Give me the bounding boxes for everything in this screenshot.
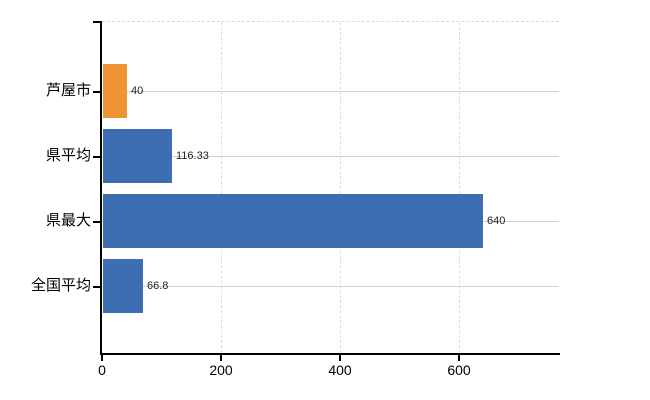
gridline-vertical xyxy=(340,22,342,353)
x-axis-tick xyxy=(339,355,341,361)
bar xyxy=(103,194,483,248)
gridline-horizontal xyxy=(102,156,559,157)
category-label: 県平均 xyxy=(45,147,91,164)
y-axis-tick xyxy=(93,286,100,288)
bar xyxy=(103,259,143,313)
x-axis xyxy=(100,353,560,355)
bar xyxy=(103,129,172,183)
x-axis-tick xyxy=(101,355,103,361)
x-tick-label: 600 xyxy=(447,362,471,378)
bar xyxy=(103,64,127,118)
category-label: 全国平均 xyxy=(30,277,91,294)
value-label: 640 xyxy=(487,215,506,227)
y-axis xyxy=(100,21,102,354)
gridline-horizontal xyxy=(102,91,559,92)
x-tick-label: 200 xyxy=(209,362,233,378)
plot-top-border xyxy=(102,21,559,22)
x-axis-tick xyxy=(458,355,460,361)
gridline-vertical xyxy=(459,22,461,353)
gridline-vertical xyxy=(221,22,223,353)
y-axis-tick xyxy=(93,21,100,23)
y-axis-tick xyxy=(93,91,100,93)
category-label: 芦屋市 xyxy=(45,82,91,99)
category-label: 県最大 xyxy=(45,212,91,229)
value-label: 40 xyxy=(131,85,144,97)
value-label: 66.8 xyxy=(147,280,169,292)
x-tick-label: 400 xyxy=(328,362,352,378)
y-axis-tick xyxy=(93,221,100,223)
value-label: 116.33 xyxy=(176,150,209,162)
gridline-horizontal xyxy=(102,286,559,287)
y-axis-tick xyxy=(93,156,100,158)
x-tick-label: 0 xyxy=(98,362,106,378)
x-axis-tick xyxy=(220,355,222,361)
